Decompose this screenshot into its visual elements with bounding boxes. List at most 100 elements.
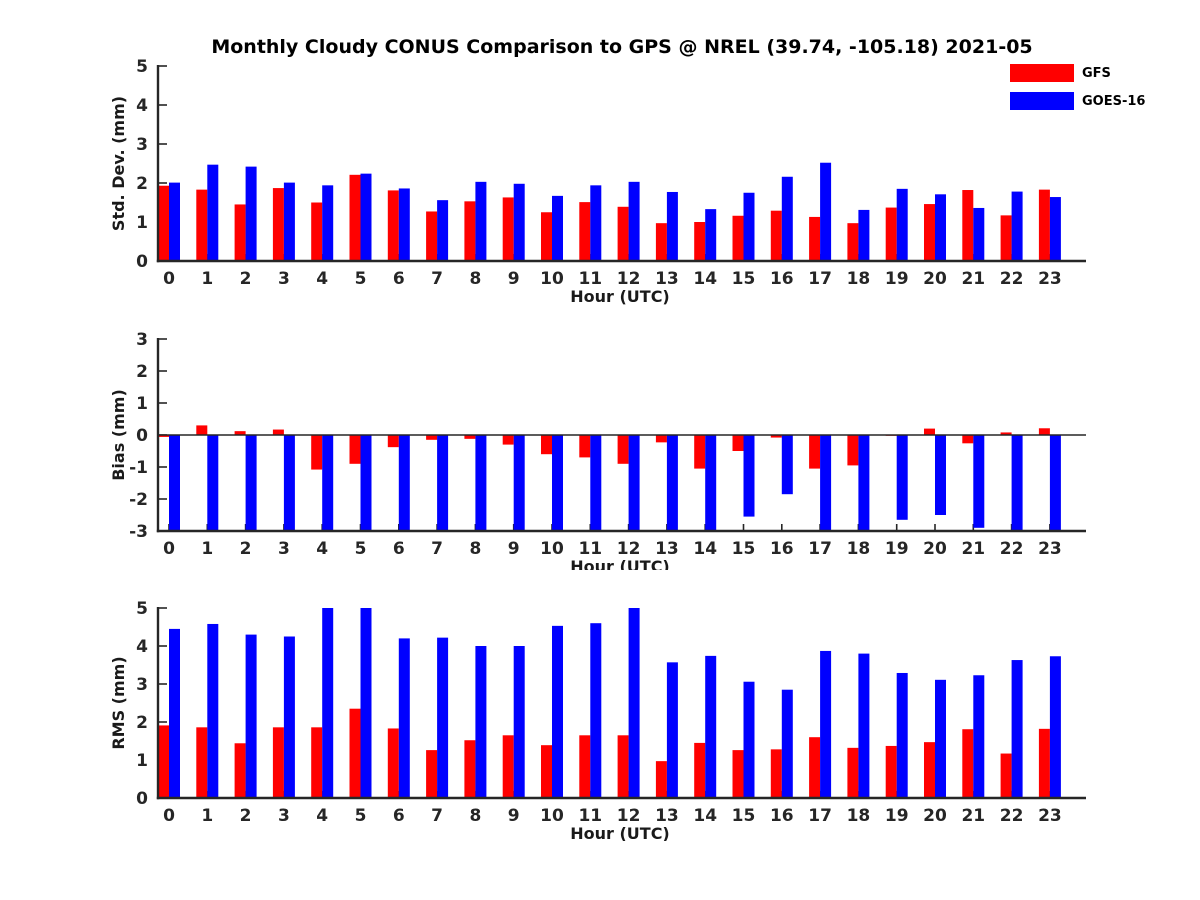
x-tick-label: 11 [578,806,602,826]
bar-goes16-h17 [820,650,832,798]
y-tick-label: 1 [136,394,148,414]
x-tick-label: 12 [617,269,641,289]
bar-gfs-h0 [158,725,169,798]
x-tick-label: 4 [316,539,328,559]
bar-gfs-h0 [158,185,169,261]
bar-goes16-h20 [935,435,946,515]
bar-gfs-h14 [694,742,706,798]
x-tick-label: 7 [431,806,443,826]
bar-goes16-h8 [475,181,487,261]
x-tick-label: 14 [693,269,717,289]
y-tick-label: 5 [136,57,148,77]
y-tick-label: 0 [136,426,148,446]
bar-gfs-h18 [847,435,859,466]
bar-goes16-h13 [666,191,678,261]
x-tick-label: 15 [732,539,756,559]
y-tick-label: -3 [129,522,148,542]
y-tick-label: 4 [136,96,148,116]
bar-gfs-h15 [732,215,744,261]
y-tick-label: 2 [136,362,148,382]
bar-gfs-h12 [617,435,629,464]
bar-goes16-h15 [743,681,755,798]
bar-gfs-h15 [732,435,744,451]
x-tick-label: 16 [770,269,794,289]
bar-gfs-h6 [387,435,399,448]
bar-goes16-h14 [705,655,717,798]
bar-gfs-h2 [234,431,246,435]
x-tick-label: 13 [655,269,679,289]
bar-gfs-h4 [311,202,323,261]
x-tick-label: 17 [808,539,832,559]
bar-gfs-h1 [196,189,208,261]
bar-goes16-h19 [896,435,908,520]
bar-gfs-h23 [1038,189,1050,261]
x-tick-label: 17 [808,269,832,289]
bar-goes16-h8 [475,435,487,531]
chart-title: Monthly Cloudy CONUS Comparison to GPS @… [211,36,1033,58]
bar-goes16-h19 [896,672,908,798]
bar-goes16-h23 [1049,197,1061,261]
x-tick-label: 23 [1038,539,1062,559]
bar-goes16-h18 [858,209,870,261]
y-tick-label: -2 [129,490,148,510]
x-tick-label: 10 [540,269,564,289]
y-axis-label: Bias (mm) [109,389,128,481]
bar-goes16-h0 [169,628,180,798]
x-tick-label: 3 [278,539,290,559]
bar-gfs-h7 [426,211,438,261]
bar-gfs-h5 [349,435,361,464]
x-tick-label: 8 [469,269,481,289]
x-tick-label: 5 [355,806,367,826]
bar-goes16-h6 [398,188,410,261]
bar-gfs-h17 [809,216,821,261]
y-tick-label: 2 [136,713,148,733]
x-tick-label: 10 [540,539,564,559]
bar-goes16-h1 [207,435,219,531]
bar-goes16-h8 [475,646,487,798]
bar-goes16-h11 [590,623,602,798]
bar-goes16-h15 [743,435,755,517]
x-tick-label: 9 [508,539,520,559]
bar-goes16-h5 [360,173,372,261]
x-axis-label: Hour (UTC) [570,557,670,570]
bar-goes16-h9 [513,435,525,531]
x-tick-label: 1 [201,806,213,826]
x-tick-label: 22 [1000,806,1024,826]
x-tick-label: 2 [240,806,252,826]
bar-goes16-h14 [705,435,717,531]
bar-gfs-h16 [770,435,782,438]
bar-goes16-h19 [896,188,908,261]
bar-gfs-h1 [196,425,208,435]
x-tick-label: 0 [163,269,175,289]
bar-gfs-h13 [655,435,667,443]
bar-goes16-h9 [513,646,525,798]
x-tick-label: 11 [578,269,602,289]
bar-goes16-h4 [322,608,334,798]
legend: GFS GOES-16 [1010,64,1145,120]
x-tick-label: 19 [885,269,909,289]
bar-gfs-h21 [962,729,974,798]
x-tick-label: 16 [770,539,794,559]
bar-goes16-h23 [1049,435,1061,531]
bar-goes16-h3 [283,636,295,798]
bar-gfs-h10 [541,745,552,798]
bar-goes16-h6 [398,638,410,798]
bar-gfs-h5 [349,708,361,798]
y-axis-label: Std. Dev. (mm) [109,96,128,231]
bar-goes16-h12 [628,181,640,261]
bar-gfs-h3 [272,188,284,261]
legend-label-goes16: GOES-16 [1082,93,1146,109]
x-tick-label: 21 [961,539,985,559]
x-tick-label: 22 [1000,539,1024,559]
bar-gfs-h21 [962,190,974,261]
x-axis-label: Hour (UTC) [570,287,670,305]
x-tick-label: 14 [693,539,717,559]
bar-gfs-h3 [272,429,284,435]
bar-goes16-h10 [552,625,563,798]
x-tick-label: 17 [808,806,832,826]
y-tick-label: 2 [136,174,148,194]
bar-gfs-h15 [732,750,744,798]
x-tick-label: 20 [923,539,947,559]
